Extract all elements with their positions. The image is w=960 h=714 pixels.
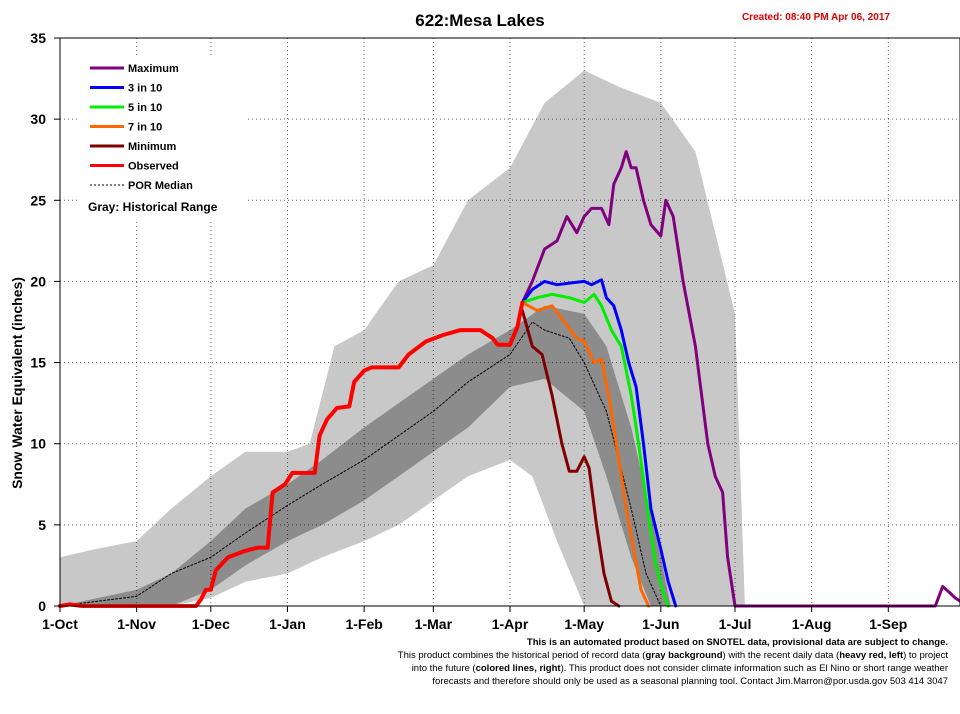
legend-label-maximum: Maximum xyxy=(128,63,179,75)
y-tick-label: 5 xyxy=(38,517,46,533)
footer-line-2: This product combines the historical per… xyxy=(398,650,949,661)
x-tick-label: 1-Jun xyxy=(642,616,679,632)
legend-items: Maximum 3 in 10 5 in 10 7 in 10 Minimum Obser… xyxy=(90,63,193,192)
y-axis-ticks: 0 5 10 15 20 25 30 35 xyxy=(30,30,60,614)
legend-label-5-in-10: 5 in 10 xyxy=(128,102,162,114)
x-tick-label: 1-Feb xyxy=(345,616,382,632)
footer-line-1: This is an automated product based on SN… xyxy=(527,637,948,648)
chart-title: 622:Mesa Lakes xyxy=(415,11,544,30)
y-tick-label: 15 xyxy=(30,355,46,371)
x-tick-label: 1-Jan xyxy=(269,616,306,632)
y-tick-label: 25 xyxy=(30,192,46,208)
x-axis-ticks: 1-Oct 1-Nov 1-Dec 1-Jan 1-Feb 1-Mar 1-Apr 1-May… xyxy=(42,606,907,632)
x-tick-label: 1-Aug xyxy=(792,616,832,632)
x-tick-label: 1-Jul xyxy=(719,616,752,632)
legend-label-3-in-10: 3 in 10 xyxy=(128,83,162,95)
grid-lines xyxy=(60,38,960,606)
series-line-maximum xyxy=(520,150,960,608)
x-tick-label: 1-Nov xyxy=(117,616,156,632)
y-tick-label: 10 xyxy=(30,436,46,452)
plot-area xyxy=(58,37,960,608)
series-line-5-in-10 xyxy=(520,292,670,608)
series-line-7-in-10 xyxy=(520,301,650,608)
x-tick-label: 1-Dec xyxy=(192,616,230,632)
legend-box xyxy=(78,56,246,222)
y-tick-label: 35 xyxy=(30,30,46,46)
created-timestamp: Created: 08:40 PM Apr 06, 2017 xyxy=(742,12,890,23)
x-tick-label: 1-Sep xyxy=(869,616,907,632)
footer-line-3: into the future (colored lines, right). … xyxy=(412,663,948,674)
historical-range-inner-band xyxy=(60,305,671,606)
footer-notes: This is an automated product based on SN… xyxy=(398,637,949,687)
y-axis-label: Snow Water Equivalent (inches) xyxy=(9,277,25,489)
y-tick-label: 0 xyxy=(38,598,46,614)
series-lines xyxy=(58,150,960,608)
x-tick-label: 1-May xyxy=(564,616,604,632)
legend-label-por-median: POR Median xyxy=(128,180,193,192)
y-tick-label: 20 xyxy=(30,273,46,289)
legend-gray-note: Gray: Historical Range xyxy=(88,200,218,214)
x-tick-label: 1-Oct xyxy=(42,616,78,632)
x-tick-label: 1-Apr xyxy=(492,616,529,632)
legend: Maximum 3 in 10 5 in 10 7 in 10 Minimum Obser… xyxy=(78,56,246,222)
y-tick-label: 30 xyxy=(30,111,46,127)
legend-label-7-in-10: 7 in 10 xyxy=(128,122,162,134)
footer-line-4: forecasts and therefore should only be u… xyxy=(432,676,948,687)
legend-label-minimum: Minimum xyxy=(128,141,176,153)
series-line-minimum xyxy=(520,309,621,608)
series-line-por-median xyxy=(59,321,662,607)
legend-label-observed: Observed xyxy=(128,161,179,173)
x-tick-label: 1-Mar xyxy=(415,616,453,632)
series-line-observed xyxy=(58,300,525,608)
series-line-3-in-10 xyxy=(520,278,678,608)
